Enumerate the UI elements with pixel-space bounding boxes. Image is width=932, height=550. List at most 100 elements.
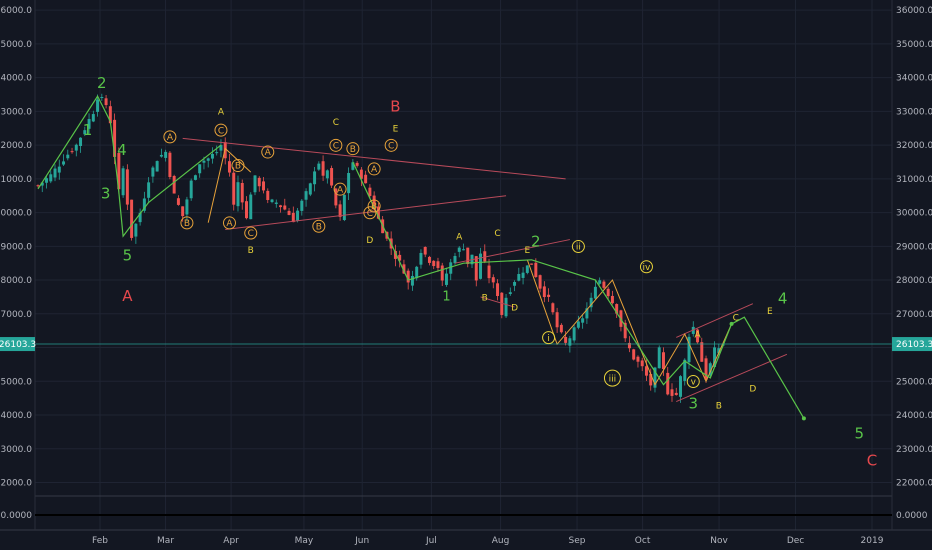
- wave-label: B: [316, 222, 322, 232]
- candle-body: [100, 97, 104, 99]
- x-tick: Jun: [354, 536, 369, 546]
- wave-label-ring: [639, 260, 653, 274]
- channel-line: [454, 239, 570, 264]
- wave-label: v: [691, 378, 697, 388]
- candle-body: [236, 182, 240, 207]
- candle-body: [245, 201, 248, 219]
- candle-body: [296, 210, 300, 221]
- candle-body: [427, 256, 431, 263]
- candle-body: [266, 190, 270, 200]
- candle-body: [462, 249, 465, 251]
- candle-body: [491, 277, 495, 283]
- wave-label: ii: [576, 243, 581, 253]
- candle-body: [53, 168, 57, 178]
- candle-body: [117, 153, 121, 190]
- candle-body: [627, 342, 631, 349]
- candle-body: [640, 360, 644, 367]
- candle-body: [674, 392, 678, 395]
- y-tick-left: 30000.0: [0, 209, 32, 219]
- wave-label: 4: [778, 290, 788, 308]
- candle-body: [113, 119, 117, 157]
- y-tick-right: 32000.0: [896, 141, 932, 151]
- candle-body: [189, 180, 193, 199]
- candle-body: [172, 175, 176, 194]
- channel-line: [676, 353, 788, 402]
- wave-label: 2: [97, 74, 107, 92]
- candle-body: [151, 167, 155, 177]
- candle-body: [334, 188, 338, 206]
- wave-label: B: [390, 97, 400, 115]
- x-tick: Apr: [223, 536, 239, 546]
- candle-body: [457, 247, 461, 252]
- candle-body: [504, 297, 508, 317]
- wave-point: [801, 416, 806, 421]
- wave-label-ring: [686, 375, 700, 389]
- x-tick: Jul: [425, 536, 437, 546]
- candle-body: [551, 303, 555, 313]
- y-tick-right: 36000.0: [896, 6, 932, 16]
- candle-body: [359, 169, 363, 179]
- candle-body: [393, 251, 397, 259]
- y-tick-right: 23000.0: [896, 445, 932, 455]
- candle-body: [202, 160, 206, 163]
- candle-body: [70, 151, 74, 153]
- wave-label: E: [393, 125, 399, 135]
- candle-body: [653, 367, 657, 388]
- wave-label: C: [494, 229, 500, 239]
- candle-body: [576, 321, 580, 328]
- last-price-badge-left: [0, 337, 35, 352]
- candle-body: [423, 246, 427, 255]
- candle-body: [717, 348, 721, 354]
- candle-body: [257, 177, 261, 187]
- candle-body: [338, 204, 342, 217]
- candle-body: [317, 163, 321, 170]
- candle-body: [325, 170, 329, 179]
- subwave-line: [207, 147, 252, 223]
- wave-label: 3: [101, 184, 111, 202]
- candle-body: [687, 336, 691, 363]
- wave-label: A: [456, 233, 463, 243]
- candle-body: [300, 200, 304, 211]
- wave-label: 1: [442, 289, 450, 304]
- y-tick-left: 34000.0: [0, 74, 32, 84]
- candle-body: [155, 161, 159, 172]
- candle-body: [121, 168, 125, 196]
- wave-label-ring: [163, 130, 177, 144]
- candle-body: [632, 349, 636, 360]
- y-tick-right: 33000.0: [896, 107, 932, 117]
- wave-label: E: [524, 246, 530, 256]
- last-price-badge-right: [892, 337, 932, 352]
- candle-body: [585, 308, 589, 319]
- candle-body: [483, 251, 487, 262]
- wave-label-ring: [333, 182, 347, 196]
- candle-body: [240, 182, 244, 203]
- candle-body: [410, 275, 414, 286]
- candle-body: [130, 199, 134, 238]
- wave-label-ring: [367, 162, 381, 176]
- candle-body: [398, 254, 402, 261]
- x-tick: Oct: [635, 536, 651, 546]
- candle-body: [704, 358, 708, 380]
- candle-body: [406, 270, 410, 283]
- candle-body: [270, 199, 274, 203]
- wave-label-ring: [180, 216, 194, 230]
- candle-body: [666, 372, 670, 395]
- candle-body: [466, 247, 470, 264]
- candle-body: [138, 212, 142, 223]
- candle-body: [449, 262, 453, 274]
- candle-body: [593, 286, 597, 299]
- candle-body: [45, 178, 48, 183]
- wave-point: [729, 321, 734, 326]
- y-tick-left: 27000.0: [0, 310, 32, 320]
- wave-label: E: [767, 307, 773, 317]
- y-tick-right: 27000.0: [896, 310, 932, 320]
- candle-body: [636, 356, 640, 362]
- candle-body: [487, 265, 491, 279]
- y-tick-left: 29000.0: [0, 242, 32, 252]
- candle-body: [542, 286, 546, 298]
- y-tick-left: 36000.0: [0, 6, 32, 16]
- wave-label: C: [733, 314, 739, 324]
- candles: [36, 93, 725, 403]
